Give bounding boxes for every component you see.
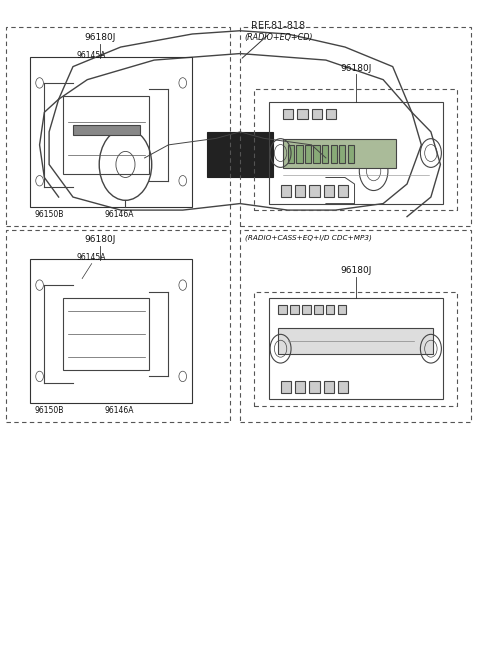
Bar (302, 305, 311, 314)
Bar (63, 298, 149, 370)
Bar (313, 145, 320, 163)
Bar (295, 381, 305, 393)
Bar (312, 109, 322, 119)
Text: 96180J: 96180J (340, 267, 372, 275)
Text: 96180J: 96180J (84, 235, 116, 244)
Text: 96150B: 96150B (35, 210, 64, 219)
Bar (322, 145, 328, 163)
Bar (269, 298, 443, 400)
Bar (73, 125, 140, 135)
Bar (278, 305, 287, 314)
Bar (324, 185, 334, 197)
Text: 96180J: 96180J (84, 33, 116, 42)
Bar (206, 132, 274, 178)
Bar (281, 185, 291, 197)
Bar (63, 96, 149, 174)
Bar (326, 305, 335, 314)
Bar (278, 328, 433, 354)
Bar (269, 102, 443, 204)
Bar (324, 381, 334, 393)
Text: REF.81-818: REF.81-818 (242, 21, 305, 58)
Bar (314, 305, 323, 314)
Bar (348, 145, 354, 163)
Bar (309, 185, 320, 197)
Bar (305, 145, 311, 163)
Bar (338, 381, 348, 393)
Text: 96150B: 96150B (35, 405, 64, 415)
Bar (296, 145, 302, 163)
Bar (30, 259, 192, 403)
Text: (RADIO+CASS+EQ+I/D CDC+MP3): (RADIO+CASS+EQ+I/D CDC+MP3) (245, 235, 372, 242)
Bar (290, 305, 299, 314)
Bar (295, 185, 305, 197)
Text: 96145A: 96145A (77, 253, 107, 262)
Bar (338, 185, 348, 197)
Bar (281, 381, 291, 393)
Bar (288, 145, 294, 163)
Text: 96145A: 96145A (77, 51, 107, 60)
Bar (297, 109, 308, 119)
Bar (326, 109, 336, 119)
Text: 96180J: 96180J (340, 64, 372, 73)
Bar (283, 109, 293, 119)
Text: (RADIO+EQ+CD): (RADIO+EQ+CD) (245, 33, 313, 42)
Bar (338, 305, 347, 314)
Bar (309, 381, 320, 393)
Bar (331, 145, 337, 163)
Bar (30, 57, 192, 207)
Text: 96146A: 96146A (105, 210, 134, 219)
Bar (283, 139, 396, 168)
Bar (339, 145, 346, 163)
Text: 96146A: 96146A (105, 405, 134, 415)
